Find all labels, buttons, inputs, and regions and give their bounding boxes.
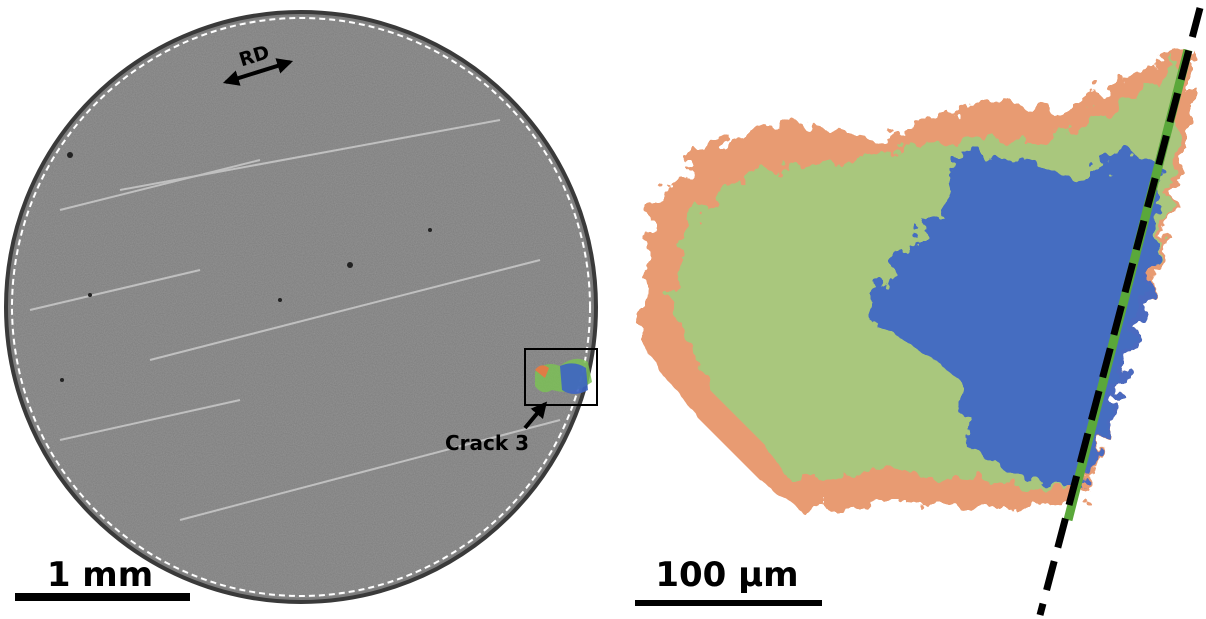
crack-label: Crack 3	[445, 431, 529, 455]
figure: Crack 3 RD 1 mm 100 µm	[0, 0, 1206, 619]
scale-label: 100 µm	[655, 555, 798, 595]
page: Crack 3 RD 1 mm 100 µm (() => { const da…	[0, 0, 1206, 619]
scale-label: 1 mm	[47, 555, 153, 595]
crack-render	[640, 45, 1190, 520]
cross-section: Crack 3 RD	[6, 12, 597, 602]
